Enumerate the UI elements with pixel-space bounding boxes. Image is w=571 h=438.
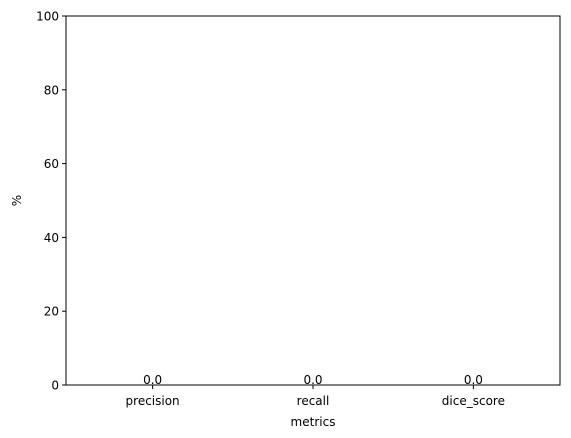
y-tick-label: 20: [44, 305, 59, 319]
data-label-dice-score: 0.0: [464, 373, 483, 387]
x-tick-label-dice-score: dice_score: [442, 394, 505, 408]
y-tick-label: 80: [44, 83, 59, 97]
y-axis: 0 20 40 60 80 100: [36, 10, 66, 393]
data-label-precision: 0.0: [143, 373, 162, 387]
y-axis-label: %: [10, 195, 24, 206]
y-tick-label: 40: [44, 231, 59, 245]
x-tick-label-recall: recall: [297, 394, 330, 408]
data-labels-group: 0.0 0.0 0.0: [143, 373, 483, 387]
y-tick-label: 0: [51, 379, 59, 393]
y-tick-label: 100: [36, 10, 59, 24]
x-tick-label-precision: precision: [126, 394, 180, 408]
x-axis-label: metrics: [291, 415, 336, 429]
data-label-recall: 0.0: [303, 373, 322, 387]
plot-area: [65, 15, 561, 386]
axes-frame: [65, 15, 561, 386]
x-axis: precision recall dice_score: [126, 385, 505, 408]
y-tick-label: 60: [44, 157, 59, 171]
